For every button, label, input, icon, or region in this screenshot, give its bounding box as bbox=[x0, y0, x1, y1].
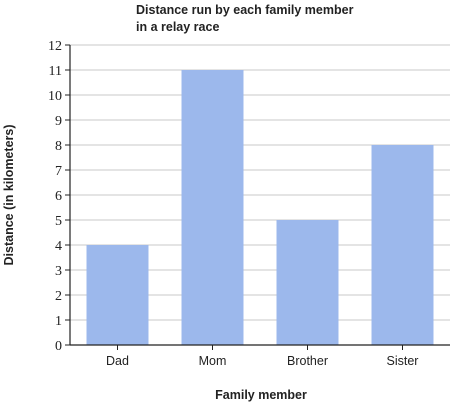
y-axis-title: Distance (in kilometers) bbox=[2, 124, 16, 265]
x-axis-title: Family member bbox=[215, 388, 307, 402]
y-tick-label: 9 bbox=[55, 114, 62, 129]
y-tick-label: 0 bbox=[55, 339, 62, 354]
y-tick-label: 12 bbox=[48, 39, 62, 54]
y-tick-label: 5 bbox=[55, 214, 62, 229]
bar-sister bbox=[371, 145, 434, 345]
x-tick-label: Dad bbox=[106, 354, 129, 368]
y-tick-label: 6 bbox=[55, 189, 62, 204]
y-tick-label: 7 bbox=[55, 164, 62, 179]
y-tick-label: 4 bbox=[55, 239, 62, 254]
x-tick-labels: Dad Mom Brother Sister bbox=[106, 354, 418, 368]
bar-mom bbox=[181, 70, 244, 345]
y-tick-label: 11 bbox=[49, 64, 62, 79]
chart-title-line-1: Distance run by each family member bbox=[136, 3, 354, 17]
x-tick-label: Brother bbox=[287, 354, 328, 368]
x-tick-label: Sister bbox=[387, 354, 419, 368]
bar-dad bbox=[86, 245, 149, 345]
y-tick-label: 8 bbox=[55, 139, 62, 154]
bar-brother bbox=[276, 220, 339, 345]
chart-title-line-2: in a relay race bbox=[136, 20, 219, 34]
y-tick-label: 2 bbox=[55, 289, 62, 304]
y-tick-label: 3 bbox=[55, 264, 62, 279]
bars bbox=[86, 70, 434, 345]
axes bbox=[65, 44, 450, 350]
y-tick-label: 1 bbox=[55, 314, 62, 329]
x-tick-label: Mom bbox=[199, 354, 227, 368]
y-tick-label: 10 bbox=[48, 89, 62, 104]
